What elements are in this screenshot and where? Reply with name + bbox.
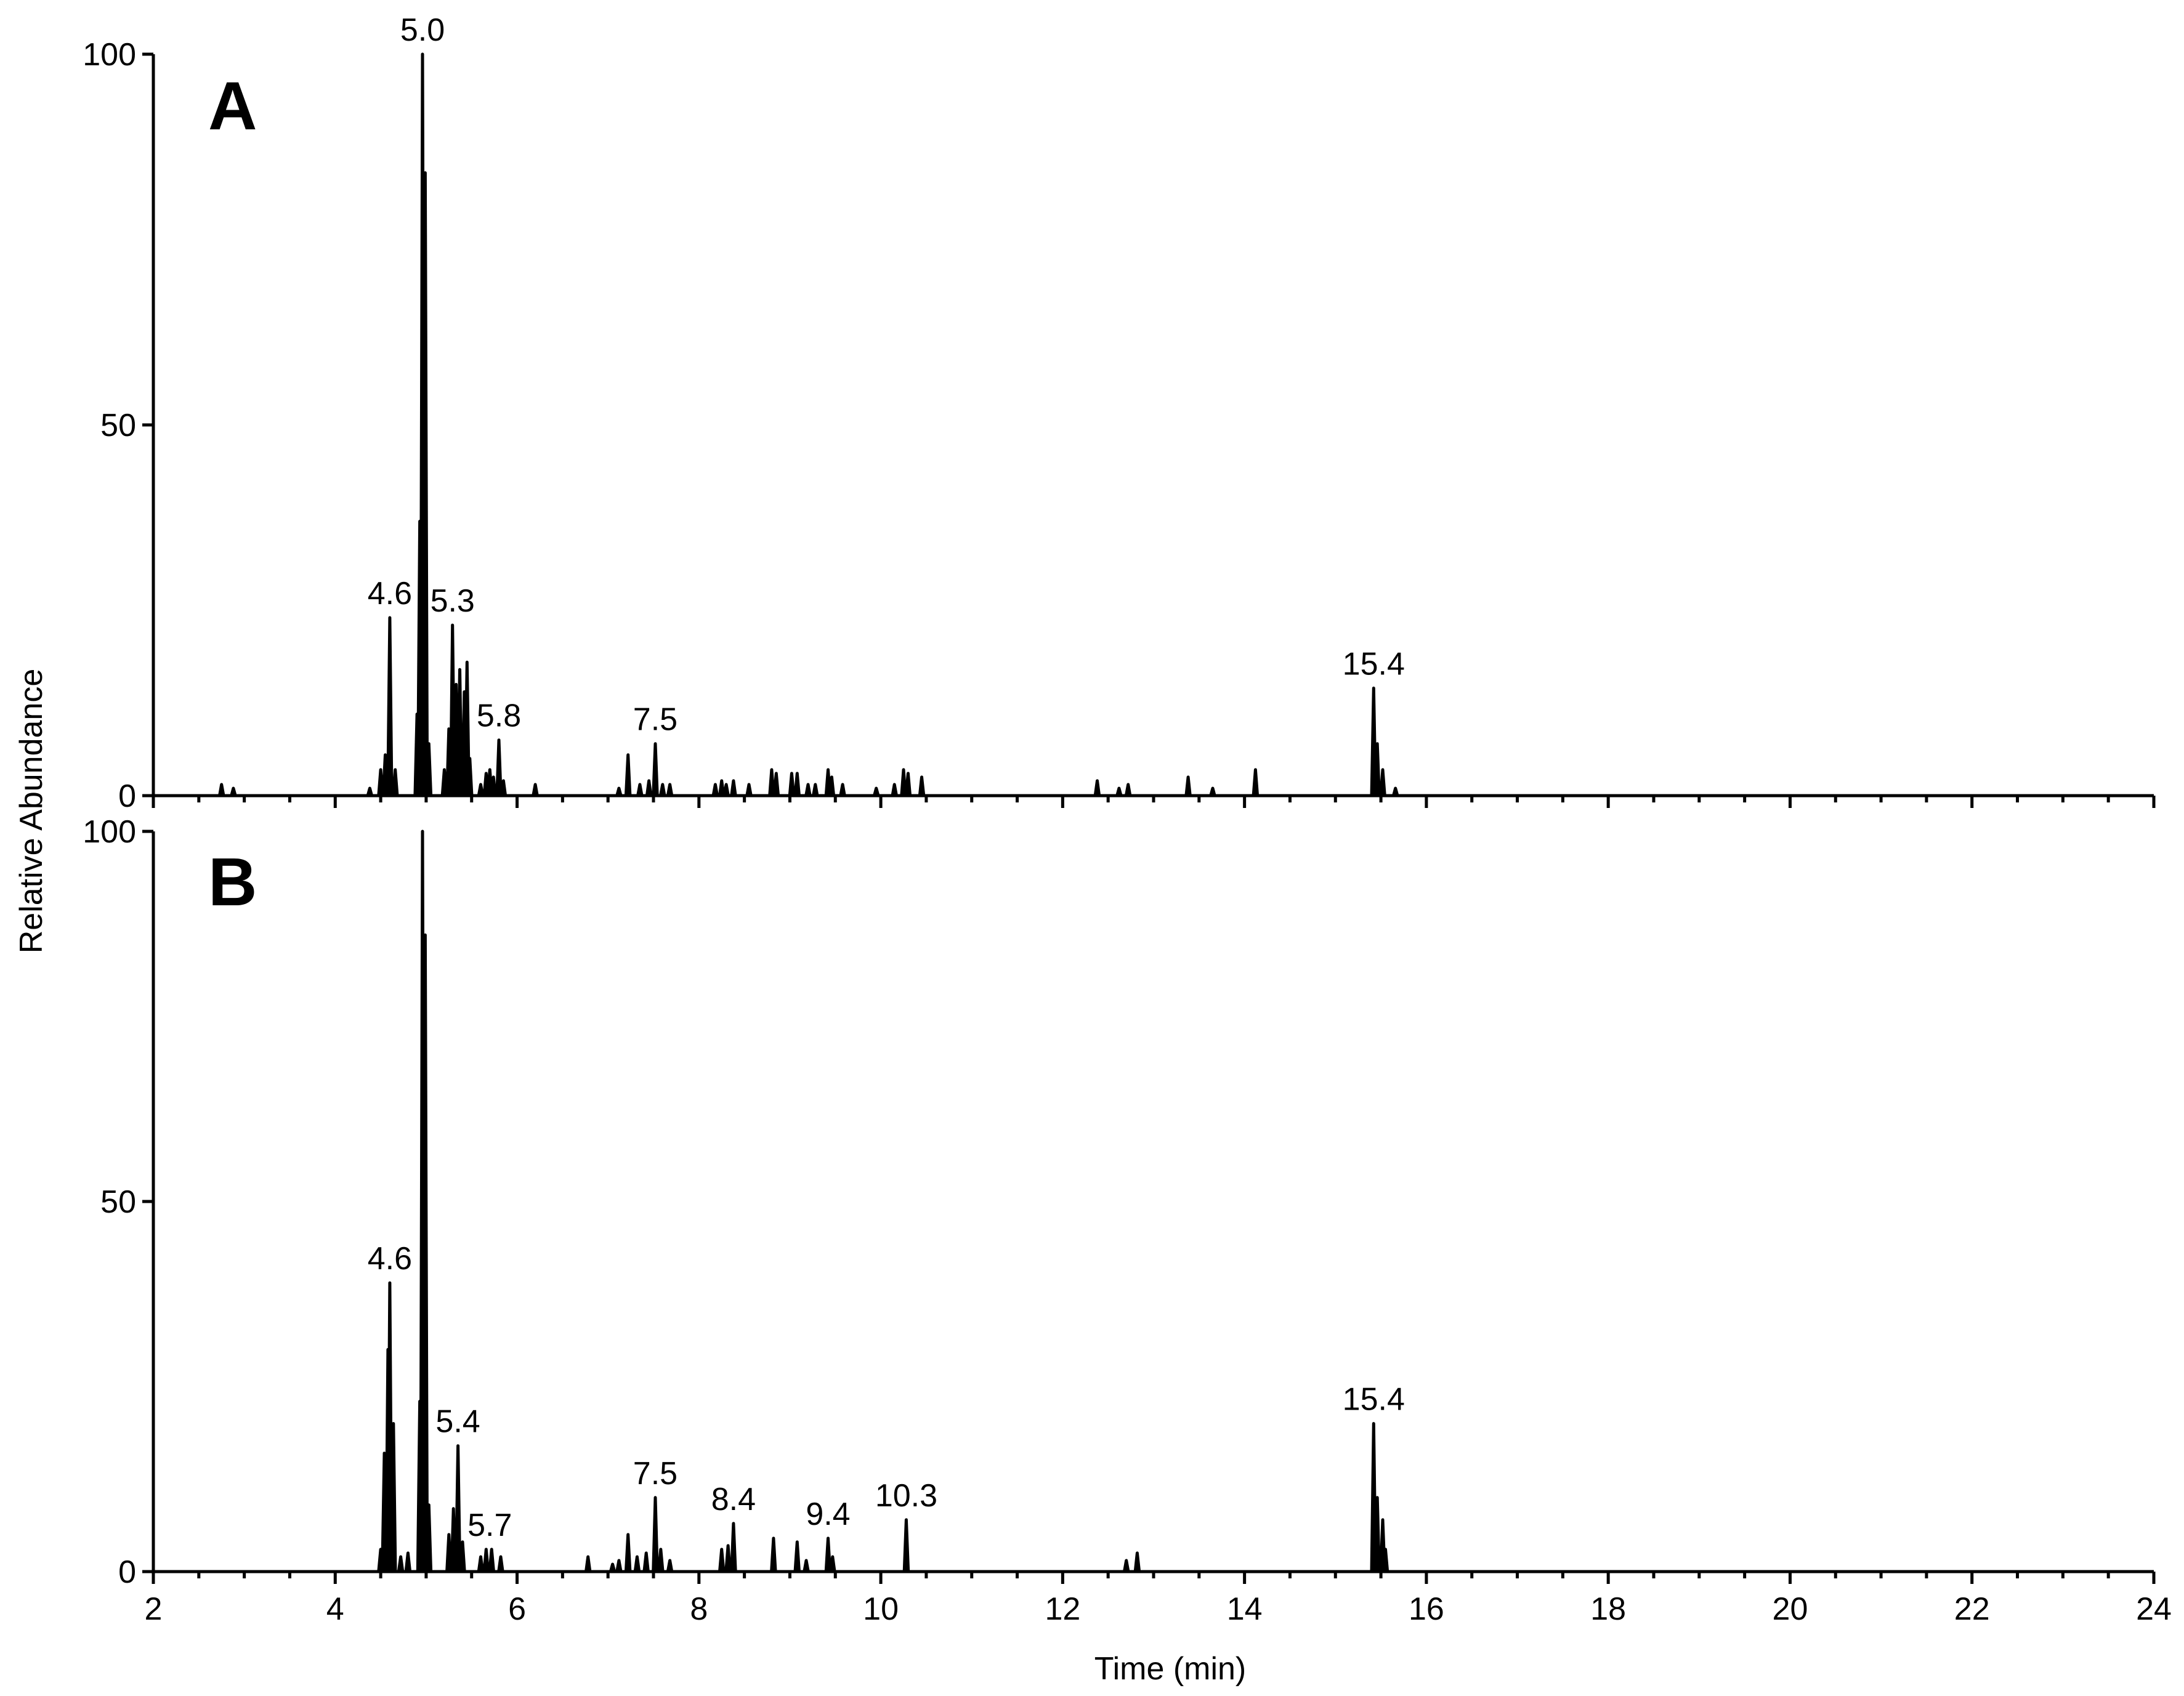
- panel-b-x-tick-label: 8: [690, 1591, 708, 1627]
- panel-a-marks: 0 50 100 4.6 5.0 5.3 5.8 7.5 15.4: [83, 12, 2156, 814]
- panel-a-peak-label: 5.0: [400, 12, 445, 48]
- panel-b-trace: [153, 830, 2095, 1573]
- panel-b-peak-label: 8.4: [711, 1482, 756, 1517]
- panel-b-x-tick-label: 18: [1590, 1591, 1626, 1627]
- panel-a-y-tick-label: 0: [118, 778, 136, 814]
- panel-b-letter: B: [208, 844, 257, 920]
- panel-b-peak-label: 10.3: [875, 1478, 937, 1514]
- panel-b-x-tick-label: 10: [863, 1591, 899, 1627]
- panel-a-y-tick-label: 50: [100, 408, 136, 443]
- panel-b-x-tick-label: 24: [2136, 1591, 2172, 1627]
- panel-a-trace: [153, 52, 2095, 798]
- panel-b-x-tick-label: 16: [1409, 1591, 1444, 1627]
- panel-b-peak-label: 9.4: [806, 1496, 850, 1532]
- panel-b-y-tick-label: 50: [100, 1184, 136, 1220]
- panel-b-x-tick-label: 4: [326, 1591, 344, 1627]
- y-axis-title: Relative Abundance: [14, 669, 49, 954]
- panel-a: A 0 50 100 4.6 5.0 5.3 5.8 7.5 15.4: [83, 12, 2156, 814]
- panel-b-x-tick-label: 6: [508, 1591, 526, 1627]
- panel-b-peak-label: 7.5: [633, 1456, 677, 1492]
- panel-b-x-tick-label: 22: [1954, 1591, 1990, 1627]
- panel-b-x-tick-label: 20: [1773, 1591, 1808, 1627]
- panel-b-x-tick-label: 12: [1045, 1591, 1080, 1627]
- panel-b-y-tick-label: 0: [118, 1554, 136, 1590]
- panel-b-x-tick-label: 14: [1227, 1591, 1263, 1627]
- panel-b-peak-label: 5.4: [435, 1404, 480, 1440]
- panel-a-peak-label: 7.5: [633, 702, 677, 738]
- panel-a-letter: A: [208, 68, 257, 144]
- x-axis-title: Time (min): [1094, 1651, 1247, 1687]
- panel-a-peak-label: 4.6: [368, 576, 412, 612]
- panel-b-peak-label: 4.6: [368, 1241, 412, 1277]
- panel-a-y-tick-label: 100: [83, 37, 136, 73]
- panel-b-x-tick-label: 2: [145, 1591, 163, 1627]
- panel-a-peak-label: 5.3: [431, 583, 475, 619]
- panel-b-peak-label: 15.4: [1343, 1382, 1405, 1418]
- panel-b-peak-label: 5.7: [467, 1508, 512, 1543]
- panel-a-peak-label: 5.8: [477, 698, 521, 734]
- panel-a-peak-label: 15.4: [1343, 646, 1405, 682]
- panel-b-y-tick-label: 100: [83, 814, 136, 850]
